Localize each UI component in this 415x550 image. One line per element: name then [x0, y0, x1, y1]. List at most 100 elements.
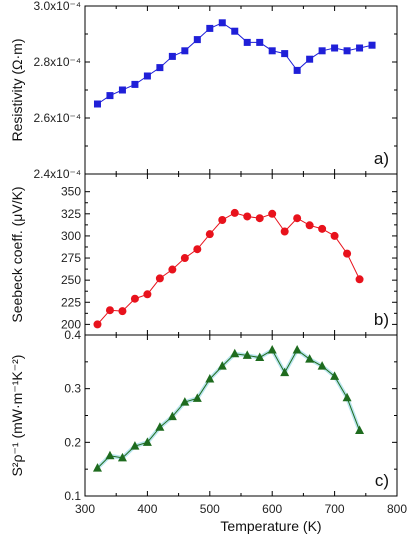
data-point: [218, 19, 226, 27]
data-point: [305, 221, 314, 230]
y-axis-title: S²ρ⁻¹ (mW·m⁻¹K⁻²): [9, 355, 25, 477]
data-point: [105, 450, 115, 460]
data-point: [343, 47, 351, 55]
data-point: [93, 320, 102, 329]
x-tick-label: 700: [325, 502, 345, 516]
data-point: [92, 463, 102, 472]
plot-frame: [84, 334, 398, 497]
data-point: [281, 50, 289, 58]
data-point: [268, 47, 276, 55]
panel-label: a): [374, 149, 389, 168]
panel-label: c): [375, 471, 389, 490]
y-tick-label: 2.4x10⁻⁴: [33, 167, 81, 181]
x-tick-label: 500: [200, 502, 220, 516]
data-point: [267, 345, 277, 354]
data-point: [93, 100, 101, 108]
y-tick-label: 225: [61, 295, 81, 309]
x-axis-title: Temperature (K): [220, 518, 321, 534]
data-point: [155, 422, 165, 431]
data-point: [317, 361, 327, 370]
data-point: [280, 367, 290, 377]
y-tick-label: 325: [61, 207, 81, 221]
data-point: [117, 452, 127, 462]
panel-1: 2.4x10⁻⁴ 2.6x10⁻⁴ 2.8x10⁻⁴ 3.0x10⁻⁴ Resistiv…: [9, 0, 398, 181]
data-point: [231, 27, 239, 35]
series-line: [97, 349, 361, 469]
data-point: [230, 348, 240, 358]
data-point: [143, 290, 152, 299]
data-point: [192, 393, 202, 402]
y-tick-label: 0.1: [64, 489, 81, 503]
y-tick-label: 200: [61, 317, 81, 331]
data-point: [293, 214, 302, 223]
data-point: [293, 66, 301, 74]
y-tick-label: 0.3: [64, 382, 81, 396]
data-point: [330, 231, 339, 240]
y-tick-label: 250: [61, 273, 81, 287]
y-axis-title: Seebeck coeff. (μV/K): [9, 186, 25, 322]
y-tick-label: 275: [61, 251, 81, 265]
x-tick-label: 600: [262, 502, 282, 516]
data-point: [106, 92, 114, 100]
x-tick-label: 800: [387, 502, 407, 516]
data-point: [256, 38, 264, 46]
data-point: [243, 212, 252, 221]
data-point: [342, 392, 352, 402]
y-tick-label: 3.0x10⁻⁴: [33, 0, 81, 13]
data-point: [318, 224, 327, 233]
data-point: [205, 230, 214, 239]
data-point: [331, 44, 339, 52]
y-tick-label: 2.8x10⁻⁴: [33, 55, 81, 69]
data-point: [330, 371, 340, 380]
data-point: [280, 227, 289, 236]
data-point: [118, 307, 127, 316]
y-tick-label: 0.4: [64, 328, 81, 342]
data-point: [318, 47, 326, 55]
data-point: [143, 72, 151, 80]
plot-frame: [84, 5, 398, 175]
x-tick-label: 300: [75, 502, 95, 516]
data-point: [268, 209, 277, 218]
data-point: [355, 275, 364, 284]
data-point: [217, 361, 227, 370]
data-point: [180, 397, 190, 406]
data-point: [218, 216, 227, 224]
data-point: [343, 249, 352, 258]
data-point: [230, 208, 239, 217]
y-tick-label: 0.2: [64, 435, 81, 449]
data-point: [168, 52, 176, 60]
data-point: [168, 265, 177, 274]
data-point: [167, 411, 177, 421]
data-point: [131, 80, 139, 88]
data-point: [193, 245, 202, 254]
data-point: [356, 44, 364, 52]
series-line: [97, 22, 373, 105]
data-point: [305, 354, 315, 363]
panel-3: 300 400 500 600 700 800 0.1 0.2 0.3 0.4 S²ρ⁻¹ (mW·…: [9, 328, 407, 516]
y-tick-label: 2.6x10⁻⁴: [33, 111, 81, 125]
data-point: [355, 425, 365, 435]
data-point: [255, 352, 265, 362]
data-point: [206, 24, 214, 32]
data-point: [242, 350, 252, 359]
data-point: [205, 374, 215, 383]
data-point: [368, 41, 376, 49]
data-point: [142, 437, 152, 446]
series-line: [97, 212, 361, 325]
data-point: [181, 47, 189, 55]
y-tick-label: 350: [61, 185, 81, 199]
data-point: [105, 306, 114, 315]
data-point: [255, 214, 264, 223]
data-point: [292, 345, 302, 354]
panel-label: b): [374, 310, 389, 329]
chart-panels: 2.4x10⁻⁴ 2.6x10⁻⁴ 2.8x10⁻⁴ 3.0x10⁻⁴ Resistiv…: [9, 0, 407, 516]
data-point: [243, 38, 251, 46]
panel-2: 200 225 250 275 300 325 350 Seebeck coeff. (μV/…: [9, 173, 398, 336]
data-point: [156, 64, 164, 72]
data-point: [193, 36, 201, 44]
data-point: [306, 55, 314, 63]
data-point: [118, 86, 126, 94]
data-point: [180, 254, 189, 263]
data-point: [155, 274, 164, 283]
data-point: [130, 441, 140, 450]
